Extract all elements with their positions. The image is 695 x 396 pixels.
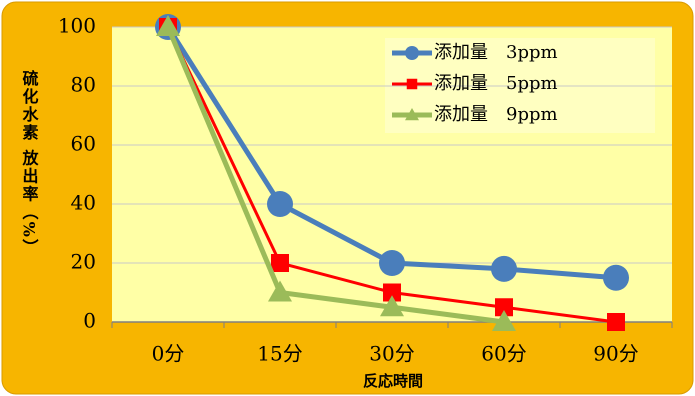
x-tick-label: 60分 bbox=[481, 342, 526, 366]
marker bbox=[383, 283, 401, 302]
legend-marker bbox=[405, 108, 419, 121]
x-tick-label: 90分 bbox=[593, 342, 638, 366]
marker bbox=[492, 310, 516, 331]
legend-label: 添加量 5ppm bbox=[434, 73, 558, 94]
y-tick-label: 100 bbox=[58, 14, 96, 38]
y-tick-label: 0 bbox=[83, 309, 96, 333]
legend-marker bbox=[406, 78, 418, 90]
legend-label: 添加量 3ppm bbox=[434, 42, 558, 63]
marker bbox=[607, 313, 625, 331]
x-tick-label: 30分 bbox=[369, 342, 414, 366]
marker bbox=[379, 250, 405, 276]
y-tick-label: 80 bbox=[71, 73, 96, 97]
marker bbox=[603, 264, 629, 291]
y-tick-label: 60 bbox=[71, 132, 96, 156]
legend-label: 添加量 9ppm bbox=[434, 104, 558, 125]
series-line bbox=[165, 26, 505, 325]
marker bbox=[491, 255, 517, 282]
x-tick-label: 15分 bbox=[257, 342, 302, 366]
marker bbox=[267, 191, 293, 217]
y-tick-label: 20 bbox=[71, 250, 96, 274]
y-axis-label: 硫化水素 放出率（%） bbox=[20, 69, 40, 257]
marker bbox=[271, 254, 289, 272]
marker bbox=[268, 280, 292, 302]
marker bbox=[156, 15, 180, 36]
marker bbox=[495, 298, 513, 317]
legend-marker bbox=[405, 46, 419, 60]
y-tick-label: 40 bbox=[71, 191, 96, 215]
x-axis-label: 反応時間 bbox=[363, 372, 423, 390]
marker bbox=[380, 295, 404, 317]
x-tick-label: 0分 bbox=[152, 342, 185, 366]
